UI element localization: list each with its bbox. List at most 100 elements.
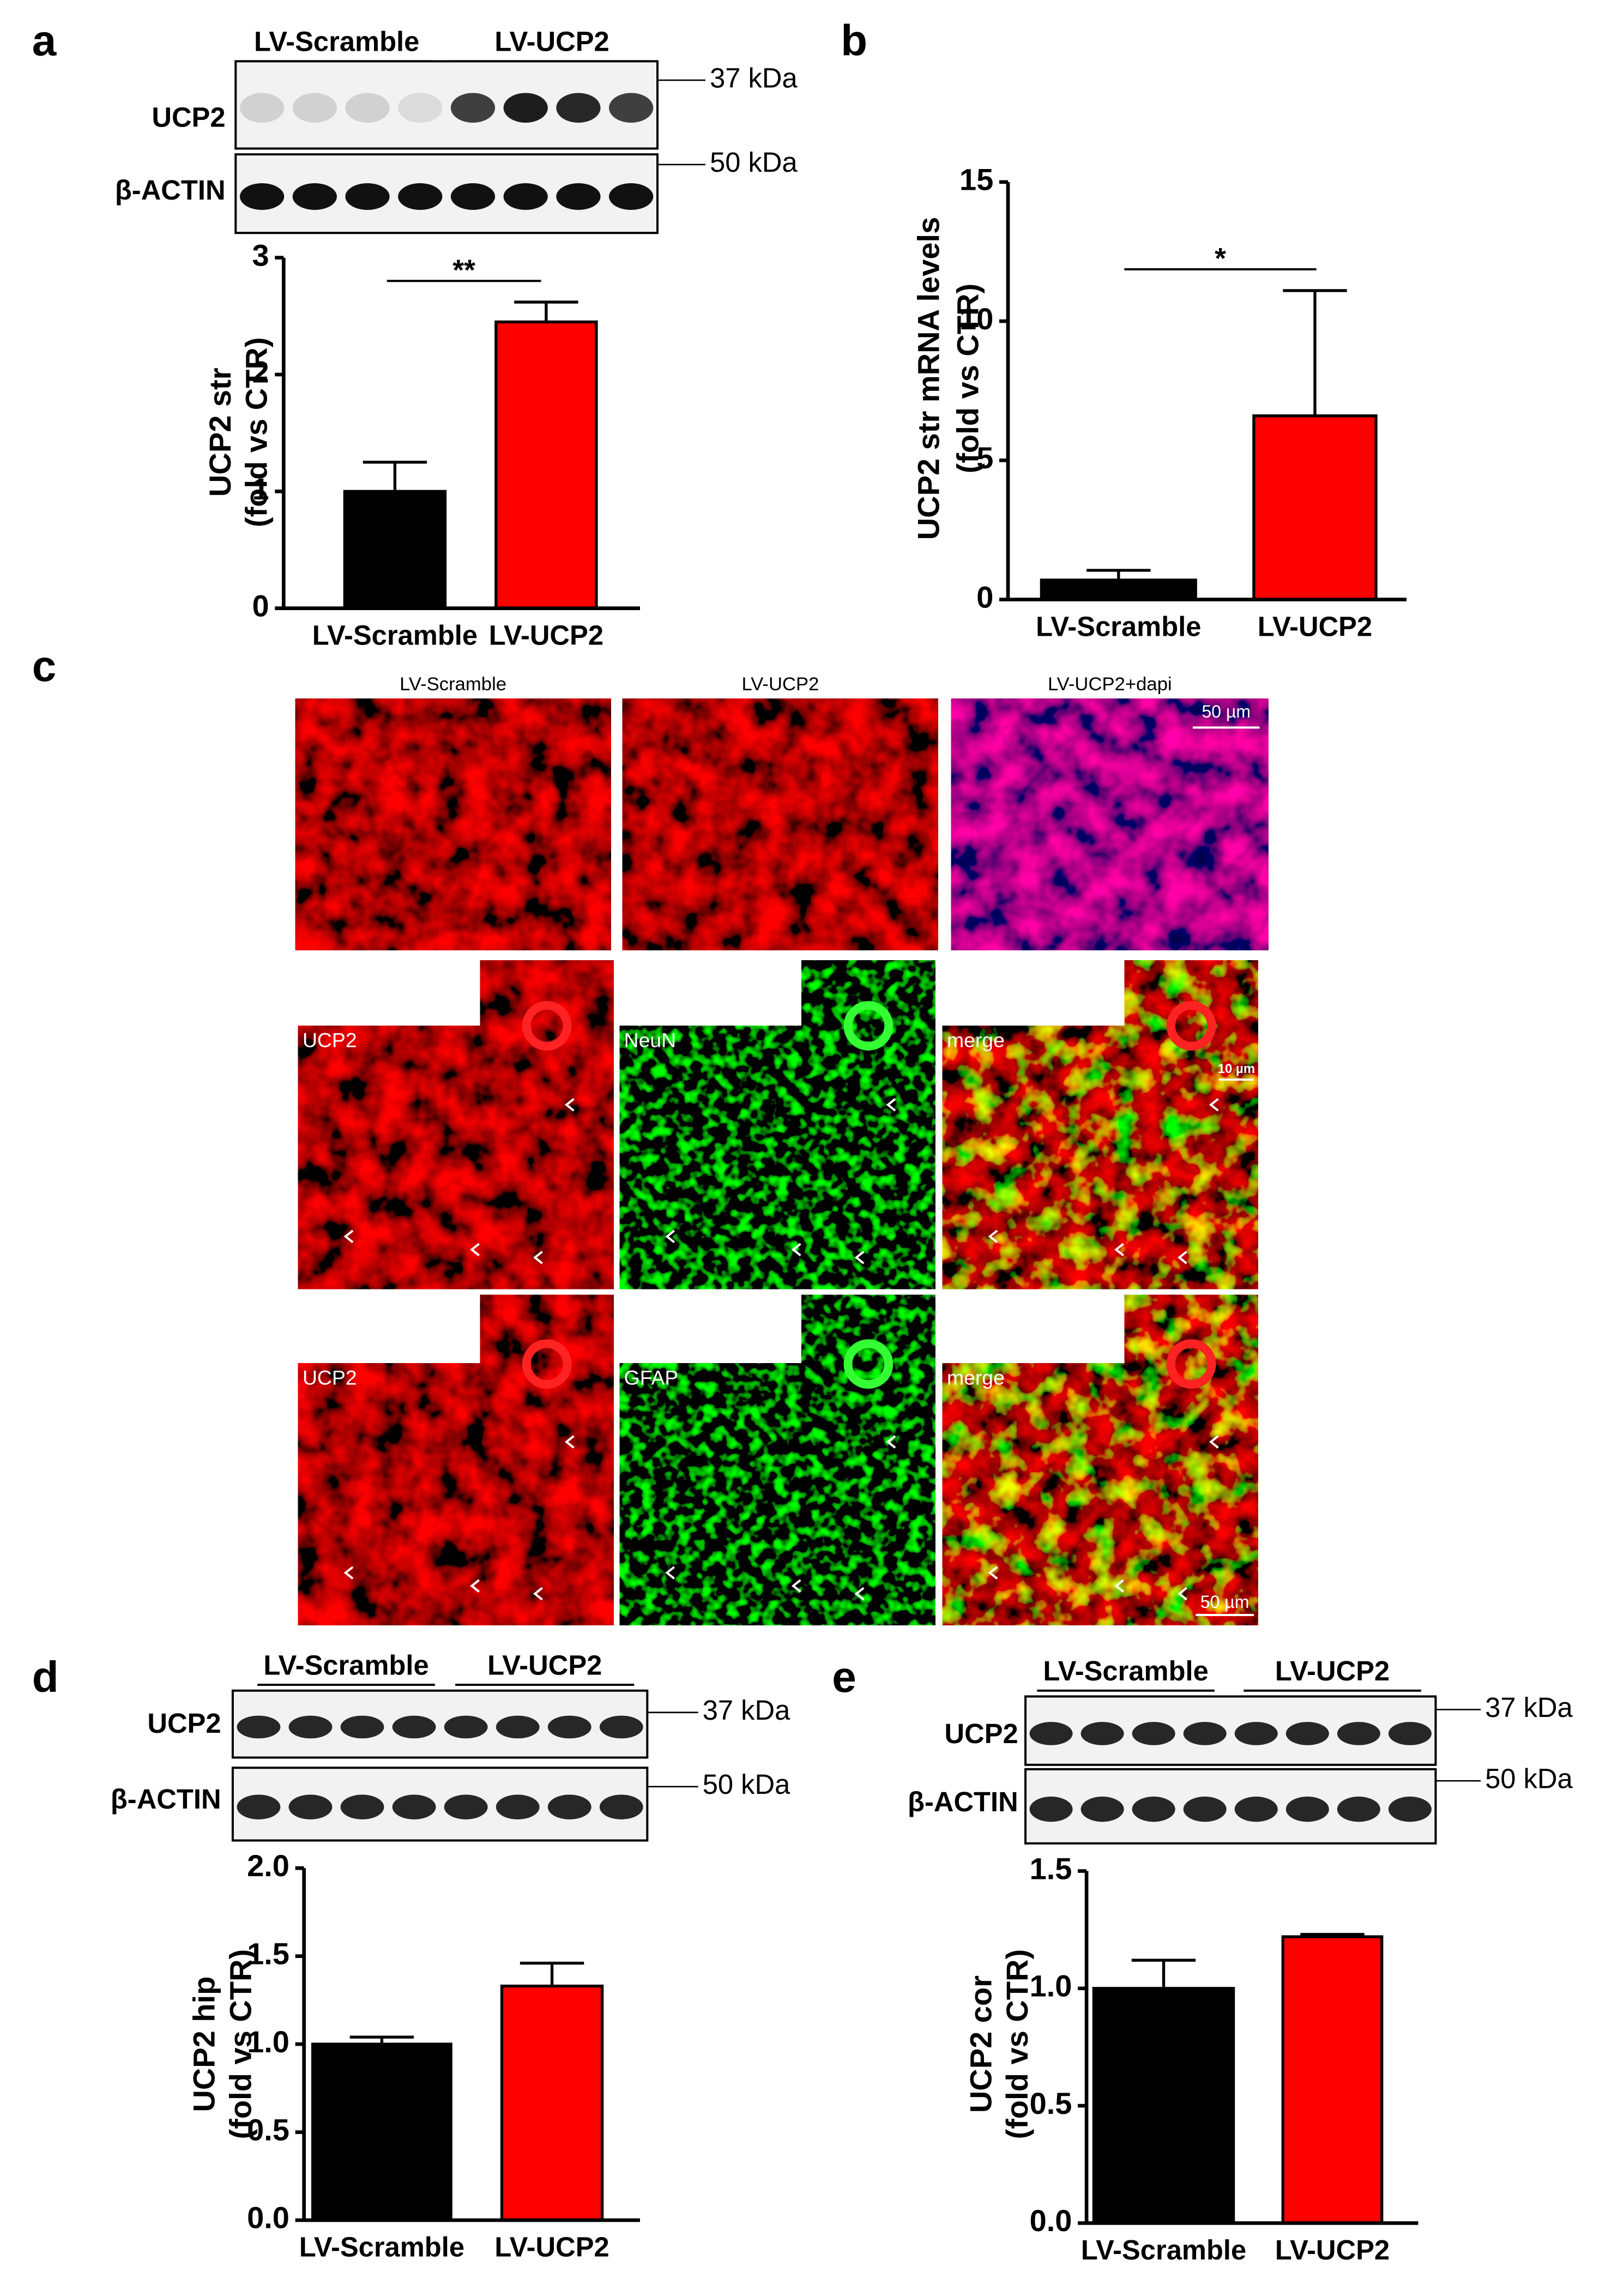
blot-band <box>398 93 443 123</box>
arrowhead <box>564 1435 575 1449</box>
blot-band <box>556 93 601 123</box>
panel-letter: e <box>832 1653 856 1701</box>
bar <box>311 2042 452 2222</box>
significance-label: ** <box>452 254 475 286</box>
channel-label: merge <box>947 1366 1005 1389</box>
y-axis-label: UCP2 hip <box>187 1976 221 2112</box>
blot-band <box>237 1794 281 1819</box>
blot-band <box>450 183 496 210</box>
blot-band <box>292 183 337 210</box>
marker-label: 50 kDa <box>710 147 798 178</box>
arrowhead <box>1114 1243 1125 1257</box>
marker-label: 50 kDa <box>703 1769 790 1800</box>
blot-band <box>1285 1722 1329 1745</box>
y-tick-label: 5 <box>976 441 993 475</box>
blot-band <box>288 1794 333 1819</box>
inset-cell <box>1166 1339 1216 1389</box>
y-tick-label: 0.5 <box>247 2112 289 2147</box>
arrowhead <box>988 1230 998 1243</box>
blot-row-label: UCP2 <box>945 1718 1018 1749</box>
blot-band <box>398 183 443 210</box>
y-tick-label: 1.0 <box>1030 1969 1072 2003</box>
blot-band <box>496 1715 540 1739</box>
x-tick-label: LV-UCP2 <box>1275 2234 1390 2265</box>
blot-band <box>599 1794 643 1819</box>
arrowhead <box>1178 1251 1187 1264</box>
y-tick-label: 15 <box>959 162 993 197</box>
blot-band <box>556 183 601 210</box>
micrograph <box>951 698 1269 950</box>
inset-cell <box>843 1001 893 1051</box>
micrograph <box>622 698 938 950</box>
inset <box>1123 1293 1259 1435</box>
blot-band <box>340 1715 384 1739</box>
blot-band <box>1183 1797 1227 1822</box>
blot-band <box>1234 1797 1278 1822</box>
y-tick-label: 2.0 <box>247 1848 289 1883</box>
scale-bar-label: 10 µm <box>1218 1062 1255 1076</box>
blot-band <box>239 183 285 210</box>
blot-row-label: β-ACTIN <box>111 1783 221 1815</box>
blot-band <box>1388 1722 1432 1745</box>
blot-group-label: LV-UCP2 <box>1275 1655 1390 1686</box>
arrowhead <box>791 1243 801 1257</box>
x-tick-label: LV-UCP2 <box>489 619 603 650</box>
arrowhead <box>988 1566 998 1580</box>
blot-band <box>1234 1722 1278 1745</box>
bar <box>1252 414 1378 601</box>
blot-group-label: LV-Scramble <box>263 1649 428 1680</box>
blot-band <box>609 183 654 210</box>
bar <box>494 320 598 610</box>
blot-row-label: UCP2 <box>147 1708 221 1739</box>
y-axis-label: (fold vs CTR) <box>239 337 274 527</box>
inset <box>479 1293 615 1435</box>
y-tick-label: 10 <box>959 302 993 336</box>
blot-band <box>1132 1797 1175 1822</box>
y-axis-label: (fold vs CTR) <box>950 284 985 474</box>
panel-letter: a <box>32 16 57 64</box>
blot-band <box>496 1794 540 1819</box>
blot-row-label: β-ACTIN <box>115 174 226 206</box>
blot-band <box>345 183 390 210</box>
y-axis-label: (fold vs CTR) <box>1000 1949 1034 2140</box>
blot-band <box>340 1794 384 1819</box>
inset <box>800 959 937 1093</box>
blot-band <box>292 93 337 123</box>
inset-cell <box>1166 1001 1216 1051</box>
blot-band <box>237 1715 281 1739</box>
x-tick-label: LV-Scramble <box>1036 611 1201 642</box>
channel-label: merge <box>947 1029 1005 1052</box>
y-tick-label: 1 <box>252 472 269 506</box>
blot-band <box>1337 1722 1380 1745</box>
blot-band <box>1285 1797 1329 1822</box>
x-tick-label: LV-Scramble <box>312 619 478 650</box>
arrowhead <box>533 1587 543 1601</box>
arrowhead <box>470 1243 480 1257</box>
inset <box>1123 959 1259 1093</box>
blot-band <box>1029 1797 1073 1822</box>
panel-letter: d <box>32 1653 59 1701</box>
inset-cell <box>843 1339 893 1389</box>
arrowhead <box>1178 1587 1187 1601</box>
arrowhead <box>854 1587 865 1601</box>
blot-band <box>547 1715 591 1739</box>
blot-band <box>1080 1797 1124 1822</box>
blot-row-label: β-ACTIN <box>908 1786 1018 1817</box>
blot-band <box>1388 1797 1432 1822</box>
bar <box>343 490 447 610</box>
blot-band <box>444 1794 488 1819</box>
marker-label: 37 kDa <box>710 62 798 93</box>
blot-group-label: LV-UCP2 <box>487 1649 602 1680</box>
column-title: LV-UCP2+dapi <box>1048 674 1172 695</box>
blot-row-label: UCP2 <box>152 101 225 132</box>
arrowhead <box>886 1435 896 1449</box>
y-tick-label: 1.5 <box>1030 1851 1072 1885</box>
x-tick-label: LV-UCP2 <box>1258 611 1372 642</box>
column-title: LV-Scramble <box>400 674 506 695</box>
micrograph <box>295 698 611 950</box>
arrowhead <box>533 1251 543 1264</box>
arrowhead <box>791 1579 801 1593</box>
